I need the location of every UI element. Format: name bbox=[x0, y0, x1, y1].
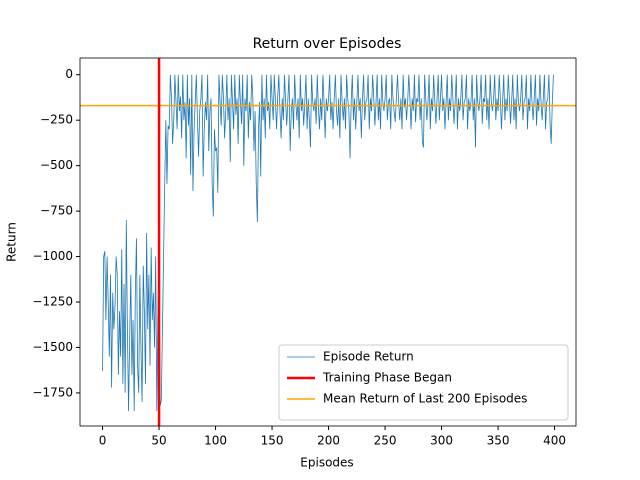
y-tick-label: −250 bbox=[40, 113, 73, 127]
x-tick-label: 250 bbox=[374, 434, 397, 448]
legend-box bbox=[278, 344, 569, 421]
y-tick-label: −1000 bbox=[32, 249, 73, 263]
y-tick-label: −1750 bbox=[32, 385, 73, 399]
y-tick-label: −750 bbox=[40, 204, 73, 218]
legend-label: Mean Return of Last 200 Episodes bbox=[323, 392, 527, 406]
y-tick-label: −1250 bbox=[32, 295, 73, 309]
data-line bbox=[102, 74, 554, 412]
plot-frame bbox=[79, 57, 577, 427]
chart-title: Return over Episodes bbox=[253, 36, 402, 52]
legend-label: Training Phase Began bbox=[322, 371, 452, 385]
legend-label: Episode Return bbox=[323, 350, 414, 364]
x-tick-label: 400 bbox=[543, 434, 566, 448]
x-tick-label: 150 bbox=[261, 434, 284, 448]
x-tick-label: 300 bbox=[430, 434, 453, 448]
x-tick-label: 50 bbox=[151, 434, 166, 448]
y-tick-label: 0 bbox=[65, 67, 73, 81]
y-axis-label: Return bbox=[5, 222, 19, 262]
x-tick-label: 0 bbox=[99, 434, 107, 448]
y-tick-label: −1500 bbox=[32, 340, 73, 354]
x-tick-label: 100 bbox=[204, 434, 227, 448]
x-tick-label: 350 bbox=[487, 434, 510, 448]
y-tick-label: −500 bbox=[40, 158, 73, 172]
x-tick-label: 200 bbox=[317, 434, 340, 448]
x-axis-label: Episodes bbox=[300, 456, 353, 470]
